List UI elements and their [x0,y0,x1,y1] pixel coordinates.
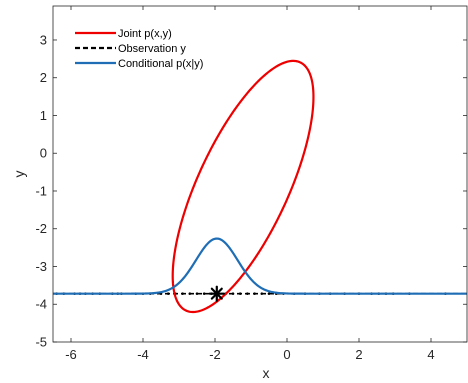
y-axis-label: y [11,171,27,178]
observation-sample-point [267,292,271,295]
y-tick-label: -2 [35,221,47,236]
x-tick-label: 0 [283,347,290,362]
y-tick-label: -1 [35,183,47,198]
axes-box [52,5,468,343]
y-tick-label: -5 [35,335,47,350]
observation-sample-point [238,292,242,295]
observation-marker-asterisk [208,285,225,302]
observation-sample-point [260,292,264,295]
x-tick-label: 4 [427,347,434,362]
joint-ellipse-series [171,59,315,314]
observation-sample-point [195,292,199,295]
observation-sample-point [181,292,184,295]
y-tick-label: 3 [40,32,47,47]
legend-label: Conditional p(x|y) [118,58,203,70]
legend: Joint p(x,y) Observation y Conditional p(x… [75,28,203,70]
legend-label: Joint p(x,y) [118,28,172,40]
conditional-curve-series [53,237,467,295]
y-tick-label: -4 [35,297,47,312]
x-tick-label: 2 [355,347,362,362]
legend-label: Observation y [118,43,186,55]
observation-sample-point [188,292,192,295]
observation-sample-point [231,292,235,295]
x-tick-label: -4 [137,347,149,362]
x-tick-label: -6 [65,347,77,362]
x-axis-label: x [263,365,270,381]
y-tick-label: 2 [40,70,47,85]
plot-area [53,6,467,342]
y-tick-label: 1 [40,108,47,123]
observation-sample-point [246,292,249,295]
observation-sample-point [253,292,256,295]
y-tick-label: 0 [40,146,47,161]
x-tick-label: -2 [209,347,221,362]
observation-sample-point [166,292,170,295]
observation-sample-point [202,292,206,295]
y-tick-label: -3 [35,259,47,274]
